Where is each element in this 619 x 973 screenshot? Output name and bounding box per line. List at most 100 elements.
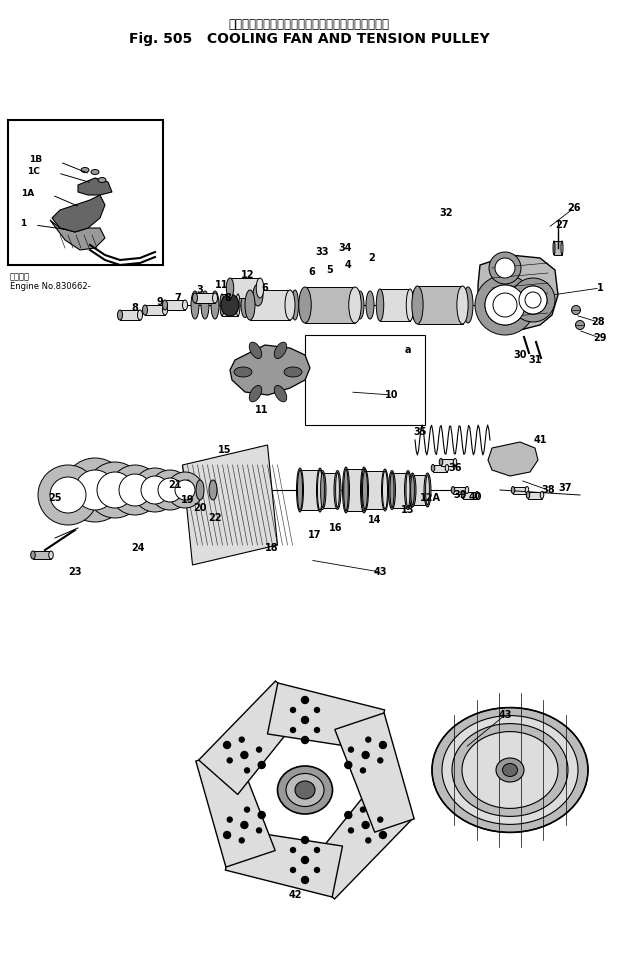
Text: 2: 2	[369, 253, 375, 263]
Bar	[417, 286, 462, 324]
Circle shape	[360, 768, 365, 773]
Circle shape	[489, 252, 521, 284]
Ellipse shape	[553, 241, 555, 255]
Polygon shape	[183, 445, 277, 565]
Ellipse shape	[431, 464, 435, 472]
Circle shape	[290, 868, 295, 873]
Ellipse shape	[318, 470, 322, 510]
Bar	[513, 486, 527, 493]
Ellipse shape	[236, 294, 240, 316]
Ellipse shape	[193, 293, 197, 303]
Circle shape	[141, 476, 169, 504]
Ellipse shape	[274, 342, 287, 358]
Text: 1C: 1C	[27, 166, 40, 175]
Circle shape	[378, 758, 383, 763]
Bar	[230, 278, 260, 298]
Ellipse shape	[561, 241, 563, 255]
Circle shape	[314, 707, 319, 712]
Circle shape	[241, 821, 248, 828]
Circle shape	[301, 837, 308, 844]
Circle shape	[119, 474, 151, 506]
Bar	[145, 305, 165, 315]
Ellipse shape	[461, 491, 465, 498]
Circle shape	[158, 478, 182, 502]
Text: 40: 40	[468, 492, 482, 502]
Circle shape	[345, 762, 352, 769]
Circle shape	[63, 458, 127, 522]
Bar	[195, 293, 215, 303]
Circle shape	[227, 817, 232, 822]
Text: 28: 28	[591, 317, 605, 327]
Text: 16: 16	[329, 523, 343, 533]
Ellipse shape	[245, 290, 255, 320]
Text: 1A: 1A	[21, 189, 34, 198]
Circle shape	[256, 747, 262, 752]
Polygon shape	[52, 195, 105, 232]
Ellipse shape	[348, 287, 361, 323]
Polygon shape	[199, 681, 306, 794]
Ellipse shape	[191, 291, 199, 319]
Ellipse shape	[299, 287, 311, 323]
Circle shape	[301, 697, 308, 703]
Ellipse shape	[342, 467, 350, 513]
Circle shape	[258, 811, 265, 818]
Ellipse shape	[49, 551, 53, 559]
Circle shape	[167, 472, 203, 508]
Text: 10: 10	[385, 390, 399, 400]
Ellipse shape	[98, 177, 106, 183]
Ellipse shape	[526, 486, 529, 493]
Circle shape	[223, 741, 230, 748]
Ellipse shape	[410, 475, 414, 505]
Ellipse shape	[285, 290, 295, 320]
Text: 36: 36	[448, 463, 462, 473]
Circle shape	[133, 468, 177, 512]
Ellipse shape	[184, 480, 192, 500]
Ellipse shape	[356, 291, 364, 319]
Ellipse shape	[249, 385, 262, 402]
Ellipse shape	[142, 305, 147, 315]
Text: a: a	[405, 345, 411, 355]
Circle shape	[314, 728, 319, 733]
Ellipse shape	[390, 473, 394, 508]
Ellipse shape	[360, 467, 368, 513]
Ellipse shape	[376, 289, 384, 321]
Ellipse shape	[361, 469, 366, 511]
Ellipse shape	[432, 707, 588, 832]
Bar	[33, 551, 51, 559]
Ellipse shape	[234, 367, 252, 377]
Polygon shape	[478, 255, 558, 330]
Ellipse shape	[363, 471, 368, 509]
Circle shape	[87, 462, 143, 518]
Text: 7: 7	[175, 293, 181, 303]
Bar	[392, 473, 408, 508]
Text: 15: 15	[219, 445, 232, 455]
Ellipse shape	[453, 458, 457, 465]
Bar	[165, 300, 185, 310]
Text: 8: 8	[132, 303, 139, 313]
Circle shape	[519, 286, 547, 314]
Text: 12A: 12A	[420, 493, 441, 503]
Circle shape	[245, 768, 249, 773]
Bar	[322, 473, 337, 508]
Circle shape	[50, 477, 86, 513]
Circle shape	[75, 470, 115, 510]
Circle shape	[245, 808, 249, 812]
Text: 4: 4	[345, 260, 352, 270]
Ellipse shape	[183, 300, 188, 310]
Text: 5: 5	[327, 265, 334, 275]
Text: 32: 32	[439, 208, 452, 218]
Ellipse shape	[462, 732, 558, 809]
Circle shape	[97, 472, 133, 508]
Ellipse shape	[253, 284, 263, 306]
Circle shape	[110, 465, 160, 515]
Polygon shape	[267, 683, 384, 751]
Polygon shape	[230, 345, 310, 395]
Bar	[441, 458, 455, 465]
Text: 29: 29	[593, 333, 607, 343]
Ellipse shape	[91, 169, 99, 174]
Text: 1: 1	[20, 220, 26, 229]
Ellipse shape	[389, 471, 396, 510]
Ellipse shape	[457, 286, 468, 324]
Ellipse shape	[366, 291, 374, 319]
Circle shape	[314, 847, 319, 852]
